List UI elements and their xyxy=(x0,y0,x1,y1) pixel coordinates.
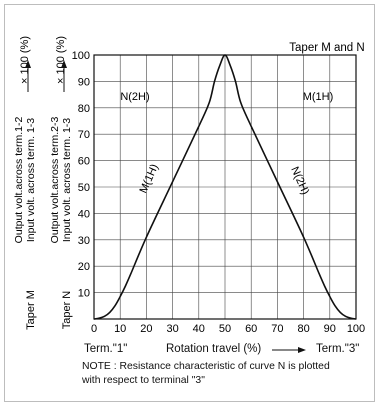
x-tick-label: 100 xyxy=(347,323,365,335)
curve-label-top-right: M(1H) xyxy=(303,91,334,103)
left-label-n-taper: Taper N xyxy=(61,291,73,330)
note-line-1: NOTE : Resistance characteristic of curv… xyxy=(82,361,330,372)
y-tick-label: 20 xyxy=(78,261,90,273)
grid xyxy=(94,55,356,319)
x-tick-label: 10 xyxy=(114,323,126,335)
y-tick-labels: 10 20 30 40 50 60 70 80 90 100 xyxy=(72,50,90,300)
left-label-m-taper: Taper M xyxy=(25,290,37,330)
note: NOTE : Resistance characteristic of curv… xyxy=(82,360,372,388)
term-right-label: Term."3" xyxy=(316,343,360,355)
left-label-m: Taper M Output volt.across term.1-2 Inpu… xyxy=(13,36,37,330)
y-tick-label: 70 xyxy=(78,129,90,141)
y-tick-label: 10 xyxy=(78,288,90,300)
x-tick-label: 80 xyxy=(297,323,309,335)
left-label-n: Taper N Output volt.across term.2-3 Inpu… xyxy=(49,36,73,329)
left-label-n-arrowhead xyxy=(61,60,67,68)
y-tick-label: 30 xyxy=(78,235,90,247)
left-label-m-arrowhead xyxy=(25,60,31,68)
left-label-m-line2: Input volt. across term. 1-3 xyxy=(25,118,37,242)
y-tick-label: 50 xyxy=(78,182,90,194)
x-tick-label: 70 xyxy=(271,323,283,335)
x-tick-label: 40 xyxy=(193,323,205,335)
xlabel-arrowhead xyxy=(298,347,306,353)
left-label-n-unit: × 100 (%) xyxy=(55,36,67,84)
curve-label-rising: M(1H) xyxy=(138,162,161,195)
y-tick-label: 100 xyxy=(72,50,90,62)
x-tick-label: 90 xyxy=(324,323,336,335)
left-label-n-line2: Input volt. across term. 1-3 xyxy=(61,118,73,242)
x-tick-label: 20 xyxy=(140,323,152,335)
chart-frame xyxy=(4,4,375,402)
y-tick-label: 80 xyxy=(78,103,90,115)
x-axis-label: Rotation travel (%) xyxy=(166,343,262,355)
term-left-label: Term."1" xyxy=(84,343,128,355)
left-label-m-line1: Output volt.across term.1-2 xyxy=(13,117,25,244)
curve-label-top-left: N(2H) xyxy=(120,91,149,103)
x-tick-labels: 0 10 20 30 40 50 60 70 80 90 100 xyxy=(91,323,365,335)
x-tick-label: 60 xyxy=(245,323,257,335)
left-label-m-unit: × 100 (%) xyxy=(19,36,31,84)
x-tick-label: 30 xyxy=(166,323,178,335)
y-tick-label: 60 xyxy=(78,156,90,168)
y-tick-label: 90 xyxy=(78,76,90,88)
y-tick-label: 40 xyxy=(78,208,90,220)
chart-header: Taper M and N xyxy=(289,42,364,54)
x-tick-label: 0 xyxy=(91,323,97,335)
x-tick-label: 50 xyxy=(219,323,231,335)
curve-line xyxy=(93,54,357,320)
left-label-n-line1: Output volt.across term.2-3 xyxy=(49,117,61,244)
note-line-2: with respect to terminal "3" xyxy=(82,375,205,386)
curve-label-falling: N(2H) xyxy=(288,165,311,197)
